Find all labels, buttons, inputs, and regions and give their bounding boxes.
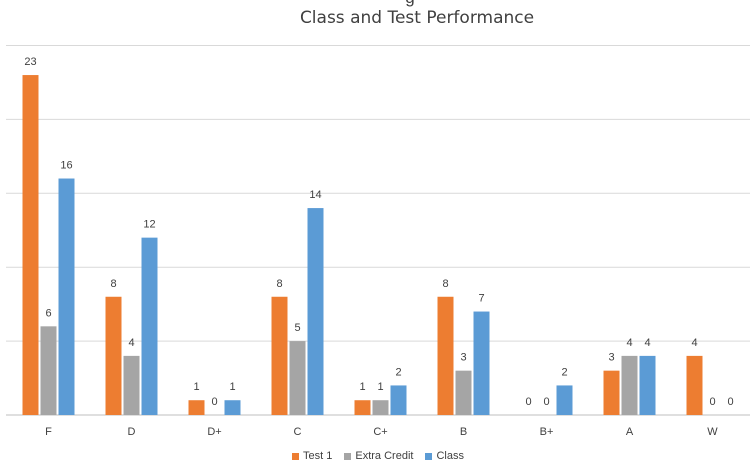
legend-item: Class xyxy=(425,450,464,462)
bar xyxy=(686,355,703,415)
bar xyxy=(621,355,638,415)
bar xyxy=(473,311,490,415)
data-label: 0 xyxy=(211,396,217,408)
data-label: 0 xyxy=(543,396,549,408)
data-label: 8 xyxy=(276,278,282,290)
data-label: 0 xyxy=(709,396,715,408)
data-label: 8 xyxy=(442,278,448,290)
x-tick-label: C+ xyxy=(373,426,387,438)
data-label: 23 xyxy=(24,56,36,68)
data-label: 2 xyxy=(561,366,567,378)
bar xyxy=(22,75,39,415)
data-label: 4 xyxy=(644,337,650,349)
legend-label: Extra Credit xyxy=(355,450,414,462)
data-label: 0 xyxy=(727,396,733,408)
x-tick-label: A xyxy=(626,426,634,438)
data-label: 1 xyxy=(377,381,383,393)
data-label: 5 xyxy=(294,322,300,334)
data-label: 6 xyxy=(45,307,51,319)
data-label: 14 xyxy=(309,189,321,201)
legend-label: Class xyxy=(436,450,464,462)
bar xyxy=(224,400,241,415)
bar xyxy=(455,370,472,415)
bar xyxy=(390,385,407,415)
data-label: 1 xyxy=(359,381,365,393)
data-label: 3 xyxy=(460,352,466,364)
chart-legend: Test 1 Extra Credit Class xyxy=(0,450,756,462)
x-tick-label: D+ xyxy=(207,426,221,438)
data-label: 2 xyxy=(395,366,401,378)
bar xyxy=(58,178,75,415)
data-label: 1 xyxy=(193,381,199,393)
x-tick-label: B+ xyxy=(540,426,554,438)
legend-swatch xyxy=(292,452,300,460)
data-label: 4 xyxy=(128,337,134,349)
data-label: 4 xyxy=(626,337,632,349)
bar xyxy=(141,237,158,415)
bar xyxy=(289,341,306,415)
bar xyxy=(437,296,454,415)
data-label: 7 xyxy=(478,293,484,305)
legend-item: Extra Credit xyxy=(344,450,413,462)
data-label: 1 xyxy=(229,381,235,393)
x-tick-label: D xyxy=(128,426,136,438)
bar xyxy=(639,355,656,415)
x-tick-label: C xyxy=(294,426,302,438)
bar xyxy=(40,326,57,415)
data-label: 8 xyxy=(110,278,116,290)
data-label: 16 xyxy=(60,160,72,172)
legend-swatch xyxy=(344,452,352,460)
bar xyxy=(603,370,620,415)
x-tick-label: B xyxy=(460,426,467,438)
x-tick-label: W xyxy=(707,426,718,438)
legend-label: Test 1 xyxy=(303,450,333,462)
data-label: 3 xyxy=(608,352,614,364)
legend-swatch xyxy=(425,452,433,460)
bar xyxy=(354,400,371,415)
x-tick-label: F xyxy=(45,426,52,438)
bar xyxy=(188,400,205,415)
bar xyxy=(105,296,122,415)
bar xyxy=(556,385,573,415)
chart-title: Class and Test Performance xyxy=(299,8,535,28)
data-label: 0 xyxy=(525,396,531,408)
bar xyxy=(372,400,389,415)
legend-item: Test 1 xyxy=(292,450,332,462)
bar xyxy=(123,355,140,415)
data-label: 4 xyxy=(691,337,697,349)
chart-title-fragment: g xyxy=(400,0,420,8)
bar xyxy=(307,208,324,415)
data-label: 12 xyxy=(143,219,155,231)
bar xyxy=(271,296,288,415)
